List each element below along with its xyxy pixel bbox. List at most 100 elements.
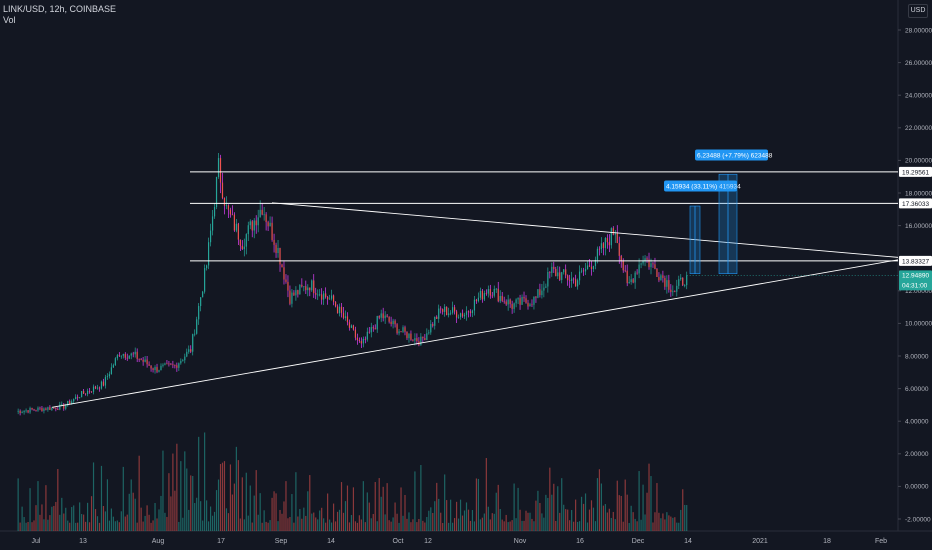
time-tick-label: 16 bbox=[576, 538, 584, 545]
volume-bar bbox=[293, 522, 295, 531]
candle-body bbox=[108, 374, 110, 377]
candle-body bbox=[110, 367, 112, 375]
volume-bar bbox=[209, 506, 212, 531]
volume-bar bbox=[565, 509, 567, 531]
volume-bar bbox=[140, 507, 142, 531]
candle-body bbox=[461, 313, 464, 317]
symbol-title[interactable]: LINK/USD, 12h, COINBASE bbox=[3, 4, 117, 14]
volume-bar bbox=[646, 492, 648, 531]
volume-bar bbox=[138, 455, 140, 531]
volume-indicator-label[interactable]: Vol bbox=[3, 15, 16, 25]
volume-bar bbox=[418, 519, 420, 531]
candle-body bbox=[332, 295, 335, 302]
candle-body bbox=[65, 405, 67, 409]
volume-bar bbox=[406, 518, 408, 531]
candle-body bbox=[454, 307, 456, 312]
currency-button[interactable]: USD bbox=[908, 4, 928, 18]
candle-body bbox=[83, 391, 85, 394]
volume-bar bbox=[281, 513, 283, 531]
volume-bar bbox=[644, 514, 646, 531]
candle-body bbox=[325, 293, 327, 298]
candle-body bbox=[142, 359, 144, 362]
candle-body bbox=[132, 353, 134, 355]
candle-body bbox=[116, 355, 118, 359]
volume-bar bbox=[309, 475, 311, 531]
candle-body bbox=[160, 365, 162, 371]
volume-bar bbox=[477, 478, 479, 531]
volume-bar bbox=[489, 519, 491, 531]
candle-body bbox=[424, 338, 426, 341]
volume-bar bbox=[473, 521, 476, 531]
candle-body bbox=[77, 396, 79, 398]
candle-body bbox=[561, 272, 563, 280]
volume-bar bbox=[331, 522, 333, 531]
volume-bar bbox=[243, 519, 245, 531]
volume-bar bbox=[531, 518, 533, 531]
volume-bar bbox=[305, 515, 307, 531]
time-tick-label: Aug bbox=[152, 538, 165, 545]
candle-body bbox=[660, 275, 662, 281]
volume-bar bbox=[444, 474, 446, 531]
candle-body bbox=[297, 290, 299, 295]
volume-bar bbox=[511, 520, 513, 531]
volume-bar bbox=[475, 478, 478, 531]
candle-body bbox=[198, 306, 200, 320]
volume-bar bbox=[420, 465, 422, 531]
volume-bar bbox=[239, 518, 241, 531]
volume-bar bbox=[543, 517, 545, 531]
candle-body bbox=[610, 228, 612, 246]
volume-bar bbox=[152, 520, 154, 531]
volume-bar bbox=[219, 464, 222, 531]
candle-body bbox=[164, 363, 166, 365]
candle-body bbox=[473, 299, 476, 311]
volume-bar bbox=[598, 469, 601, 531]
volume-bar bbox=[142, 521, 144, 531]
candle-body bbox=[485, 293, 487, 294]
candle-body bbox=[628, 282, 630, 284]
volume-bar bbox=[376, 521, 378, 531]
candle-body bbox=[666, 280, 668, 287]
candle-body bbox=[75, 396, 77, 400]
candle-body bbox=[648, 259, 650, 268]
volume-bar bbox=[283, 501, 285, 531]
volume-bar bbox=[136, 522, 138, 531]
candle-body bbox=[245, 234, 247, 247]
volume-bar bbox=[537, 490, 539, 531]
volume-bar bbox=[602, 505, 604, 531]
volume-bar bbox=[404, 494, 406, 531]
volume-bar bbox=[503, 521, 505, 531]
candle-body bbox=[652, 263, 654, 265]
candle-body bbox=[505, 301, 507, 305]
candle-body bbox=[329, 298, 331, 300]
candle-body bbox=[539, 289, 541, 296]
candle-body bbox=[323, 293, 325, 300]
candle-body bbox=[150, 365, 152, 369]
candle-body bbox=[219, 158, 222, 183]
candle-body bbox=[196, 319, 198, 334]
candle-body bbox=[55, 407, 57, 410]
volume-bar bbox=[178, 521, 180, 531]
volume-bar bbox=[497, 484, 499, 531]
volume-bar bbox=[575, 499, 577, 531]
volume-bar bbox=[225, 508, 228, 531]
candle-body bbox=[313, 280, 315, 294]
candle-body bbox=[305, 286, 307, 291]
candle-body bbox=[457, 316, 460, 318]
volume-bar bbox=[483, 513, 485, 531]
volume-bar bbox=[265, 521, 267, 531]
candle-body bbox=[650, 263, 652, 268]
candle-body bbox=[188, 349, 190, 352]
candle-body bbox=[469, 311, 472, 314]
volume-bar bbox=[408, 512, 410, 531]
volume-bar bbox=[402, 515, 404, 531]
volume-bar bbox=[23, 517, 25, 531]
volume-bar bbox=[79, 502, 81, 531]
candle-body bbox=[309, 287, 311, 291]
candle-body bbox=[184, 356, 186, 361]
volume-bar bbox=[499, 508, 501, 531]
volume-bar bbox=[674, 517, 676, 531]
candle-body bbox=[547, 272, 549, 287]
volume-bar bbox=[682, 489, 684, 531]
volume-bar bbox=[442, 522, 444, 531]
